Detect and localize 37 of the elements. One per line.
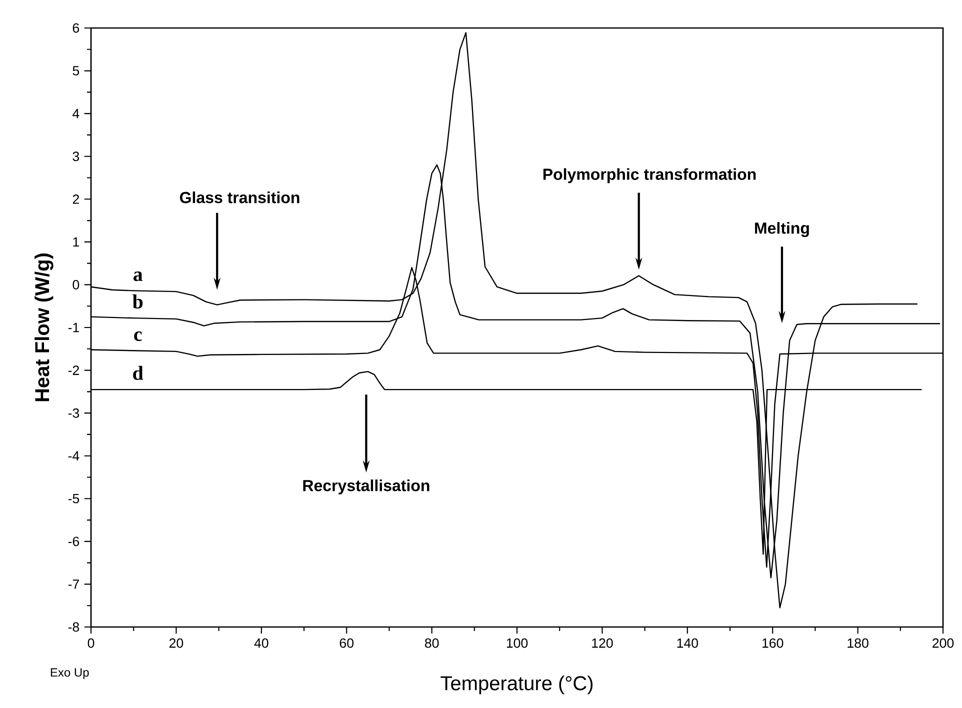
legend-label: a [134,272,143,282]
y-tick-label: 3 [72,152,80,162]
y-tick-label: 5 [72,66,80,76]
y-tick-label: -2 [68,366,79,375]
x-tick-label: 80 [424,638,439,648]
x-tick-label: 100 [506,638,528,648]
y-tick-label: 1 [73,237,79,247]
y-axis-title: Heat Flow (W/g) [34,254,54,402]
y-tick-label: 2 [72,194,79,204]
y-tick-label: -7 [68,580,79,589]
x-tick-label: 200 [932,638,954,648]
y-tick-label: 0 [72,280,80,290]
annotation: Glass transition [180,191,300,204]
x-tick-label: 60 [340,638,354,648]
annotation: Recrystallisation [303,479,430,494]
y-tick-label: -5 [68,494,80,504]
legend-label: b [132,294,143,308]
y-tick-label: -4 [68,451,80,460]
x-tick-label: 0 [88,638,94,648]
y-tick-label: 6 [72,23,80,33]
x-tick-label: 120 [592,638,613,648]
annotation: Polymorphic transformation [543,168,756,184]
annotation: Melting [755,222,809,238]
x-axis-title: Temperature (°C) [440,676,593,694]
x-tick-label: 180 [848,638,868,648]
text: Exo Up [50,668,89,680]
x-tick-label: 140 [677,638,698,648]
y-tick-label: 4 [72,108,80,118]
y-tick-label: -3 [68,408,80,418]
legend-label: d [133,366,144,380]
y-tick-label: -8 [68,622,80,632]
x-tick-label: 20 [169,638,184,648]
x-tick-label: 40 [254,638,268,648]
y-tick-label: -1 [68,322,79,332]
legend-label: c [134,331,142,342]
y-tick-label: -6 [68,536,80,546]
x-tick-label: 160 [762,638,784,648]
